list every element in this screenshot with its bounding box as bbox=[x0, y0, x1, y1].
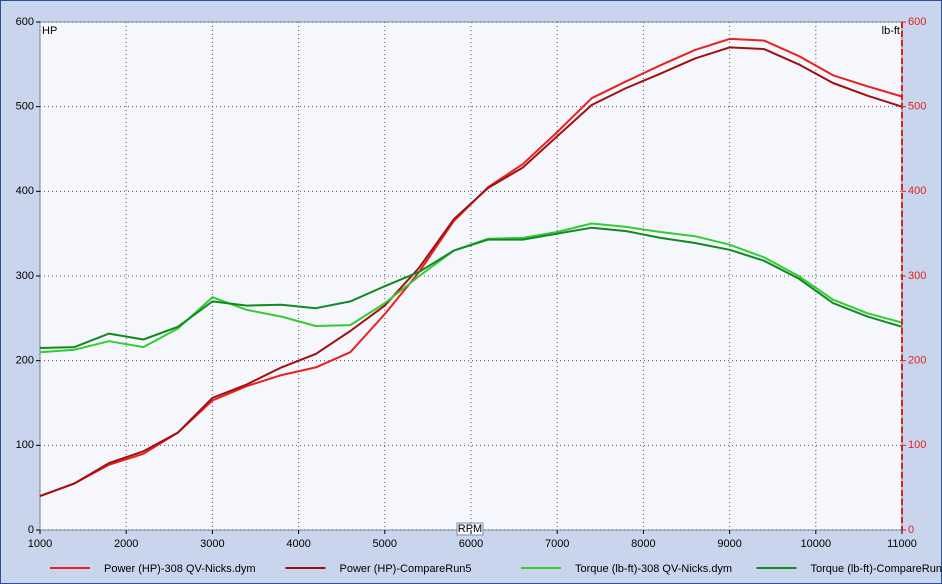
x-tick-label: 7000 bbox=[545, 538, 569, 550]
y-tick-label: 200 bbox=[16, 355, 34, 367]
series-line bbox=[39, 226, 903, 349]
x-tick-label: 2000 bbox=[114, 538, 138, 550]
y2-tick-label: 100 bbox=[908, 439, 926, 451]
x-label-box bbox=[456, 522, 484, 536]
y2-axis-label: lb-ft bbox=[882, 25, 900, 37]
x-tick-label: 8000 bbox=[631, 538, 655, 550]
legend-label: Power (HP)-CompareRun5 bbox=[340, 563, 472, 575]
y2-tick-label: 0 bbox=[908, 524, 914, 536]
legend-label: Power (HP)-308 QV-Nicks.dym bbox=[104, 563, 256, 575]
x-tick-label: 9000 bbox=[717, 538, 741, 550]
y-tick-label: 400 bbox=[16, 185, 34, 197]
x-axis-label: RPM bbox=[458, 523, 482, 535]
y-tick-label: 100 bbox=[16, 439, 34, 451]
x-tick-label: 5000 bbox=[373, 538, 397, 550]
y-tick-label: 600 bbox=[16, 16, 34, 28]
y2-tick-label: 600 bbox=[908, 16, 926, 28]
y2-tick-label: 400 bbox=[908, 185, 926, 197]
x-tick-label: 3000 bbox=[200, 538, 224, 550]
legend-label: Torque (lb-ft)-CompareRun5 bbox=[811, 563, 942, 575]
legend-label: Torque (lb-ft)-308 QV-Nicks.dym bbox=[575, 563, 732, 575]
y-tick-label: 500 bbox=[16, 101, 34, 113]
y-tick-label: 300 bbox=[16, 270, 34, 282]
y2-tick-label: 300 bbox=[908, 270, 926, 282]
y2-tick-label: 200 bbox=[908, 355, 926, 367]
series-line bbox=[39, 46, 903, 498]
x-tick-label: 4000 bbox=[286, 538, 310, 550]
x-tick-label: 6000 bbox=[459, 538, 483, 550]
x-tick-label: 11000 bbox=[887, 538, 917, 550]
y2-tick-label: 500 bbox=[908, 101, 926, 113]
y-tick-label: 0 bbox=[28, 524, 34, 536]
x-tick-label: 1000 bbox=[28, 538, 52, 550]
y-axis-label: HP bbox=[42, 25, 57, 37]
x-tick-label: 10000 bbox=[801, 538, 832, 550]
